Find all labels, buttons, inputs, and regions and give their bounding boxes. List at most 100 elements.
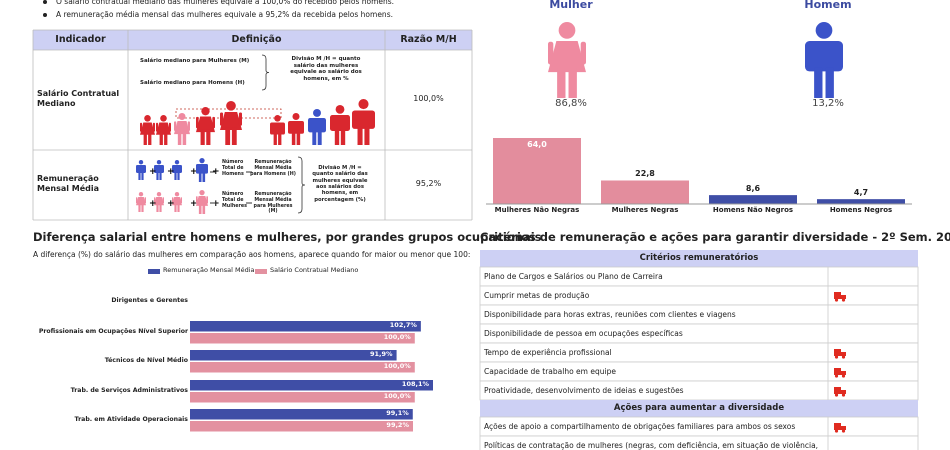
person-body	[136, 165, 146, 173]
person-head	[199, 158, 205, 164]
person-icon	[196, 190, 208, 214]
person-arm	[136, 197, 138, 204]
person-leg	[273, 133, 277, 145]
bar-value-label: 8,6	[745, 184, 761, 194]
section-header: Ações para aumentar a diversidade	[613, 403, 785, 413]
icon-part	[841, 355, 846, 359]
icon-part	[841, 298, 846, 302]
person-leg	[357, 126, 363, 145]
bar-category-label: Homens Não Negros	[712, 206, 794, 214]
bar-value-label: 99,1%	[386, 409, 409, 417]
category-label: Trab. de Serviços Administrativos	[70, 387, 188, 394]
person-leg	[231, 127, 237, 145]
icon-part	[841, 374, 846, 378]
person-arm	[144, 197, 146, 204]
table-header: Indicador	[55, 34, 106, 45]
ratio-value: 100,0%	[413, 94, 444, 103]
person-arm	[172, 197, 174, 204]
definition-text: Divisão M /H = quanto salário das mulher…	[312, 165, 368, 203]
criteria-item: Cumprir metas de produção	[484, 291, 590, 300]
person-arm	[156, 122, 159, 132]
definition-text: Remuneração Mensal Média para Mulheres (…	[253, 192, 293, 215]
person-body	[196, 164, 208, 174]
chart-subtitle: A diferença (%) do salário das mulheres …	[33, 250, 471, 259]
person-head	[335, 105, 345, 114]
bar-category-label: Mulheres Não Negras	[494, 206, 580, 214]
definition-text: Remuneração Mensal Média para Homens (H)	[250, 160, 296, 177]
person-head	[156, 160, 162, 165]
person-body	[805, 41, 843, 72]
legend-label: Remuneração Mensal Média	[163, 266, 255, 274]
person-head	[292, 113, 300, 121]
icon-part	[841, 352, 846, 356]
bar-category-label: Homens Negros	[829, 206, 893, 214]
person-leg	[334, 129, 340, 145]
person-arm	[140, 122, 143, 132]
brace	[261, 54, 270, 91]
summary-bullet: O salário contratual mediano das mulhere…	[56, 0, 395, 6]
bar	[190, 350, 397, 361]
indicator-name: Remuneração Mensal Média	[37, 174, 100, 193]
person-icon	[288, 113, 304, 145]
person-leg	[814, 67, 823, 98]
person-icon	[172, 160, 182, 180]
person-head	[558, 22, 576, 39]
bar-value-label: 108,1%	[401, 380, 429, 388]
pictogram-label: Mulher	[549, 0, 593, 11]
person-arm	[206, 196, 208, 204]
person-arm	[180, 197, 182, 204]
person-icon	[154, 192, 164, 212]
criteria-item: Disponibilidade para horas extras, reuni…	[484, 310, 736, 319]
person-icon	[270, 115, 285, 145]
person-icon	[154, 160, 164, 180]
person-leg	[148, 133, 152, 145]
person-head	[178, 113, 186, 121]
person-icon	[548, 22, 586, 98]
person-head	[174, 160, 180, 165]
plus-sign: +	[167, 199, 175, 209]
icon-part	[834, 429, 839, 433]
person-body	[174, 121, 190, 135]
definition-text: Salário mediano para Mulheres (M)	[140, 58, 250, 64]
icon-part	[834, 393, 839, 397]
person-head	[160, 115, 167, 122]
person-leg	[138, 172, 141, 180]
person-leg	[159, 172, 162, 180]
bar	[817, 199, 905, 204]
person-leg	[177, 172, 180, 180]
person-icon	[220, 101, 242, 145]
person-leg	[198, 172, 202, 182]
person-body	[172, 165, 182, 173]
bar	[190, 380, 433, 391]
person-body	[156, 122, 171, 135]
person-body	[172, 197, 182, 206]
table-row	[479, 435, 919, 450]
icon-part	[841, 426, 846, 430]
person-leg	[174, 204, 177, 212]
definition-text: Número Total de Mulheres	[222, 192, 247, 209]
bar	[493, 138, 581, 204]
person-body	[196, 116, 215, 133]
person-head	[226, 101, 236, 111]
bar-value-label: 99,2%	[386, 421, 409, 429]
definition-text: Divisão M /H = quanto salário das mulher…	[290, 56, 362, 82]
chart-title: Diferença salarial entre homens e mulher…	[33, 230, 542, 244]
person-body	[352, 110, 375, 129]
category-label: Técnicos de Nível Médio	[104, 357, 188, 364]
person-head	[274, 115, 281, 122]
ratio-value: 95,2%	[415, 179, 442, 188]
adopted-icon	[834, 423, 846, 433]
person-leg	[825, 67, 834, 98]
definition-text: Salário mediano para Homens (H)	[140, 80, 245, 86]
section-header: Critérios remuneratórios	[639, 253, 759, 263]
plus-sign: +	[149, 167, 157, 177]
person-leg	[340, 129, 346, 145]
person-leg	[291, 132, 296, 145]
person-leg	[225, 127, 231, 145]
table-header: Razão M/H	[400, 34, 457, 45]
person-arm	[548, 41, 554, 65]
icon-part	[834, 368, 841, 375]
person-leg	[156, 204, 159, 212]
person-leg	[141, 172, 144, 180]
person-icon	[172, 192, 182, 212]
